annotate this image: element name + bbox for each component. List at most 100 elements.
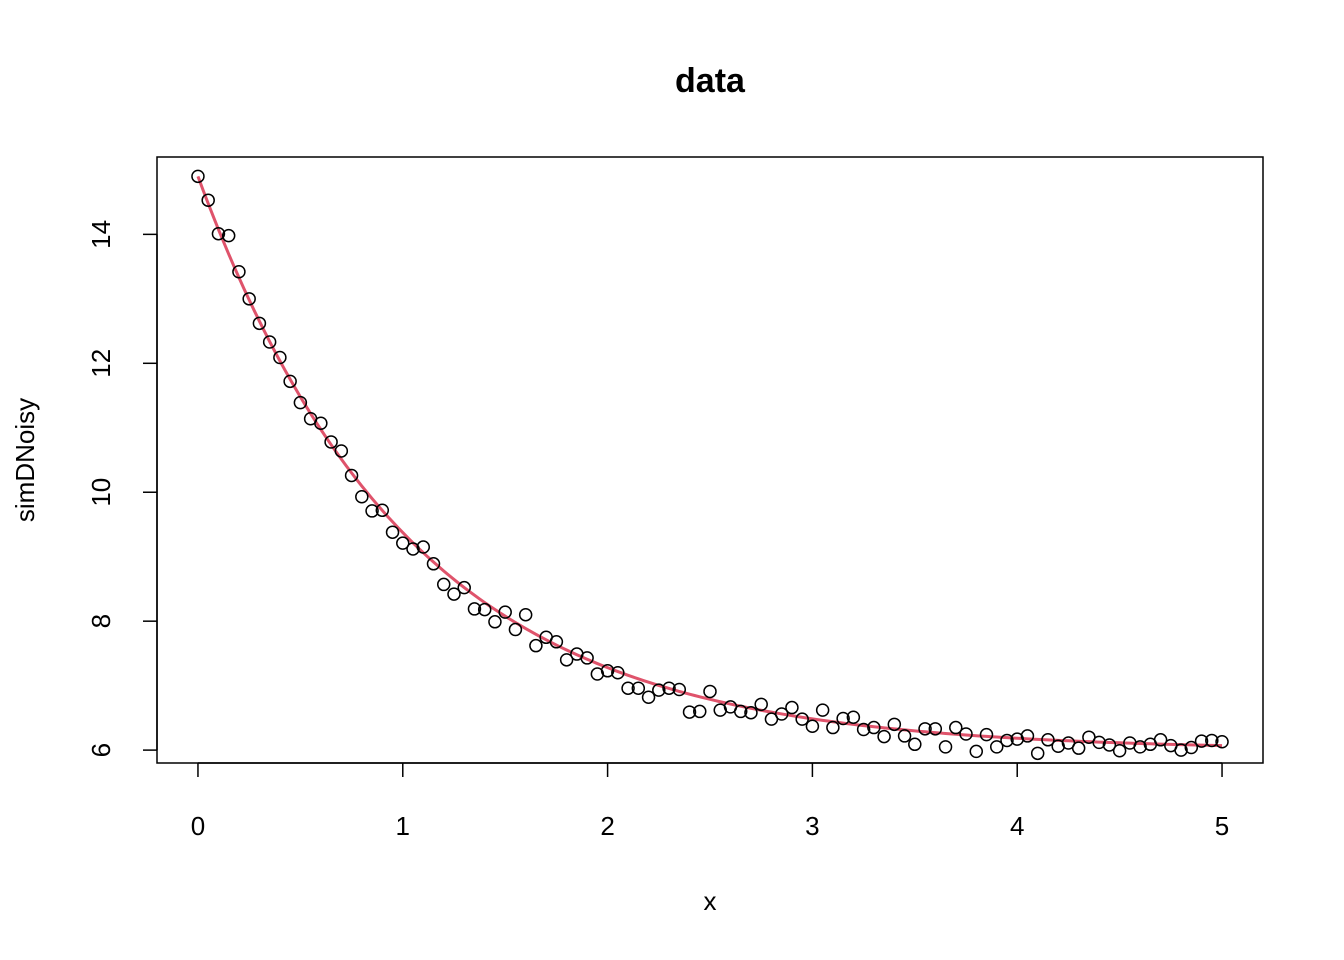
data-point: [836, 711, 850, 726]
data-point: [897, 729, 912, 743]
data-point: [365, 504, 379, 518]
data-point: [949, 720, 963, 735]
data-point: [355, 490, 369, 504]
data-point: [887, 717, 902, 732]
x-axis-label: x: [704, 886, 717, 916]
data-point: [938, 740, 953, 754]
data-point: [447, 587, 461, 601]
data-point: [1184, 740, 1199, 755]
data-point: [477, 602, 492, 617]
data-point: [436, 577, 451, 592]
data-point: [877, 729, 891, 744]
data-point: [805, 719, 820, 733]
data-point: [529, 638, 543, 653]
data-point: [908, 737, 922, 752]
data-point: [375, 503, 390, 518]
data-point: [774, 707, 789, 721]
data-point: [344, 468, 359, 483]
data-point: [324, 435, 338, 449]
y-axis: 6 8 10 12 14: [86, 220, 158, 757]
data-point: [1020, 729, 1035, 743]
plot-box: [156, 156, 1264, 764]
data-point: [959, 727, 973, 741]
y-tick-label: 6: [86, 743, 116, 757]
x-tick-label: 0: [191, 811, 205, 841]
data-point: [815, 703, 830, 717]
data-point: [662, 681, 676, 695]
data-point: [785, 700, 799, 715]
data-point: [989, 740, 1004, 754]
data-point: [744, 705, 758, 720]
data-point: [611, 665, 625, 680]
data-point: [693, 704, 707, 719]
data-point: [754, 697, 768, 712]
y-axis-label: simDNoisy: [10, 398, 40, 522]
data-point: [221, 228, 236, 243]
data-point: [733, 704, 748, 719]
data-point: [682, 705, 697, 719]
x-tick-label: 1: [396, 811, 410, 841]
data-point: [283, 374, 297, 389]
x-tick-label: 5: [1215, 811, 1229, 841]
data-point: [969, 744, 984, 759]
data-point: [1215, 734, 1229, 749]
data-point: [498, 605, 512, 619]
data-point: [262, 335, 277, 349]
data-point: [252, 316, 267, 331]
data-point: [549, 635, 564, 649]
y-tick-label: 10: [86, 478, 116, 507]
data-point: [641, 690, 656, 704]
fit-curve-layer: [196, 175, 1223, 748]
data-points: [191, 169, 1229, 761]
data-point: [1194, 734, 1209, 748]
data-point: [396, 536, 410, 550]
data-point: [856, 722, 871, 737]
data-point: [293, 395, 308, 410]
data-point: [385, 525, 400, 539]
data-point: [652, 683, 666, 697]
data-point: [1133, 740, 1147, 754]
data-point: [826, 720, 840, 735]
data-point: [631, 681, 646, 695]
data-point: [1102, 738, 1117, 752]
data-point: [508, 622, 523, 637]
data-point: [457, 580, 471, 595]
x-axis: 0 1 2 3 4 5: [191, 762, 1229, 841]
data-point: [1112, 744, 1127, 758]
fit-curve: [196, 175, 1223, 748]
data-point: [846, 710, 861, 724]
data-point: [406, 542, 420, 556]
data-point: [928, 722, 943, 736]
data-point: [467, 602, 482, 616]
y-tick-label: 12: [86, 349, 116, 378]
data-point: [273, 350, 287, 365]
data-point: [211, 226, 226, 241]
y-tick-label: 14: [86, 220, 116, 249]
data-point: [1030, 746, 1045, 761]
data-point: [426, 557, 441, 571]
data-point: [621, 681, 635, 695]
data-point: [600, 664, 615, 678]
data-point: [518, 607, 533, 622]
data-point: [580, 651, 594, 665]
data-point: [918, 722, 932, 736]
data-point: [1000, 733, 1014, 748]
data-point: [1205, 733, 1219, 748]
data-point: [191, 169, 205, 184]
x-tick-label: 4: [1010, 811, 1024, 841]
y-tick-label: 8: [86, 614, 116, 628]
data-point: [314, 416, 328, 430]
data-point: [795, 712, 809, 726]
data-point: [232, 265, 246, 279]
data-point: [1174, 743, 1188, 757]
data-point: [488, 615, 502, 629]
data-point: [1041, 733, 1055, 747]
data-point: [201, 193, 215, 207]
data-point: [867, 720, 881, 735]
data-point: [1092, 735, 1106, 750]
data-point: [1071, 741, 1086, 755]
data-point: [559, 653, 574, 667]
x-tick-label: 2: [600, 811, 614, 841]
data-point: [672, 682, 687, 697]
